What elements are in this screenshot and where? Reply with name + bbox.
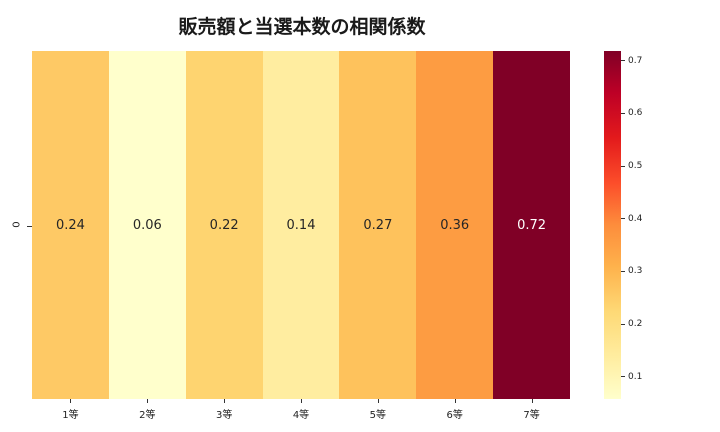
heatmap-cell: 0.27 — [339, 51, 417, 399]
heatmap-cell: 0.24 — [32, 51, 109, 399]
heatmap-grid: 0.24 0.06 0.22 0.14 0.27 0.36 0.72 — [32, 51, 571, 399]
colorbar-tick-label: 0.1 — [621, 372, 642, 382]
cell-value: 0.14 — [286, 217, 316, 233]
heatmap-cell: 0.22 — [185, 51, 263, 399]
cell-value: 0.24 — [55, 217, 85, 233]
y-tick-label: 0 — [11, 221, 23, 228]
cell-value: 0.06 — [132, 217, 162, 233]
heatmap-cell: 0.14 — [262, 51, 340, 399]
chart-title: 販売額と当選本数の相関係数 — [178, 16, 426, 38]
x-tick-label: 7等 — [493, 399, 570, 421]
x-tick-label: 3等 — [186, 399, 263, 421]
colorbar-tick-label: 0.3 — [621, 266, 642, 276]
x-tick-label: 2等 — [109, 399, 186, 421]
cell-value: 0.22 — [209, 217, 239, 233]
y-tick-mark — [27, 226, 32, 227]
x-tick-label: 4等 — [263, 399, 340, 421]
colorbar-tick-label: 0.2 — [621, 319, 642, 329]
colorbar-tick-label: 0.5 — [621, 161, 642, 171]
x-axis: 1等 2等 3等 4等 5等 6等 7等 — [32, 399, 570, 421]
cell-value: 0.36 — [440, 217, 470, 233]
colorbar-tick-label: 0.4 — [621, 214, 642, 224]
cell-value: 0.27 — [363, 217, 393, 233]
colorbar — [604, 51, 621, 399]
cell-value: 0.72 — [517, 217, 547, 233]
heatmap-cell: 0.72 — [493, 51, 571, 399]
colorbar-tick-label: 0.7 — [621, 56, 642, 66]
x-tick-label: 6等 — [416, 399, 493, 421]
colorbar-tick-label: 0.6 — [621, 108, 642, 118]
x-tick-label: 1等 — [32, 399, 109, 421]
heatmap-cell: 0.06 — [108, 51, 186, 399]
x-tick-label: 5等 — [339, 399, 416, 421]
heatmap-cell: 0.36 — [416, 51, 494, 399]
